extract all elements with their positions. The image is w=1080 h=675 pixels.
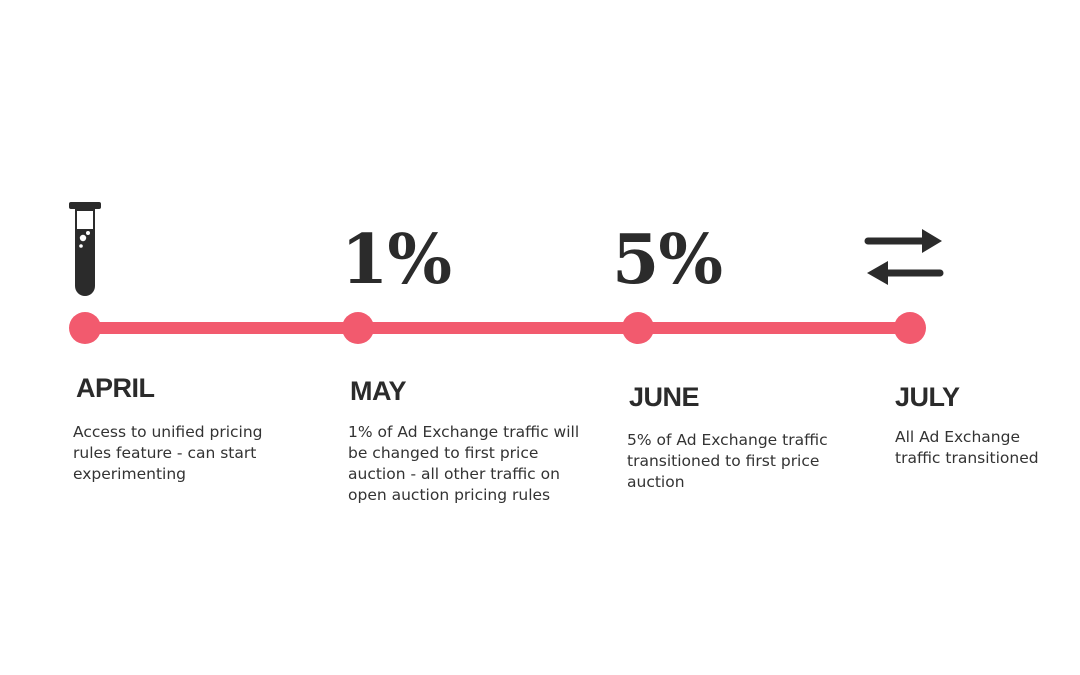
milestone-dot-may <box>342 312 374 344</box>
test-tube-icon <box>66 200 104 307</box>
stat-june: 5% <box>612 220 723 300</box>
description-july: All Ad Exchange traffic transitioned <box>895 428 1039 467</box>
month-label-july: JULY <box>895 382 960 412</box>
swap-arrows-icon <box>864 226 946 293</box>
milestone-dot-june <box>622 312 654 344</box>
month-label-april: APRIL <box>76 373 155 403</box>
month-label-june: JUNE <box>629 382 700 412</box>
stat-may: 1% <box>341 220 452 300</box>
month-label-may: MAY <box>350 376 407 406</box>
description-may: 1% of Ad Exchange traffic will be change… <box>348 423 580 504</box>
description-april: Access to unified pricing rules feature … <box>73 423 263 483</box>
description-june: 5% of Ad Exchange traffic transitioned t… <box>627 431 828 491</box>
timeline-track <box>85 322 911 334</box>
milestone-dot-july <box>894 312 926 344</box>
milestone-dot-april <box>69 312 101 344</box>
